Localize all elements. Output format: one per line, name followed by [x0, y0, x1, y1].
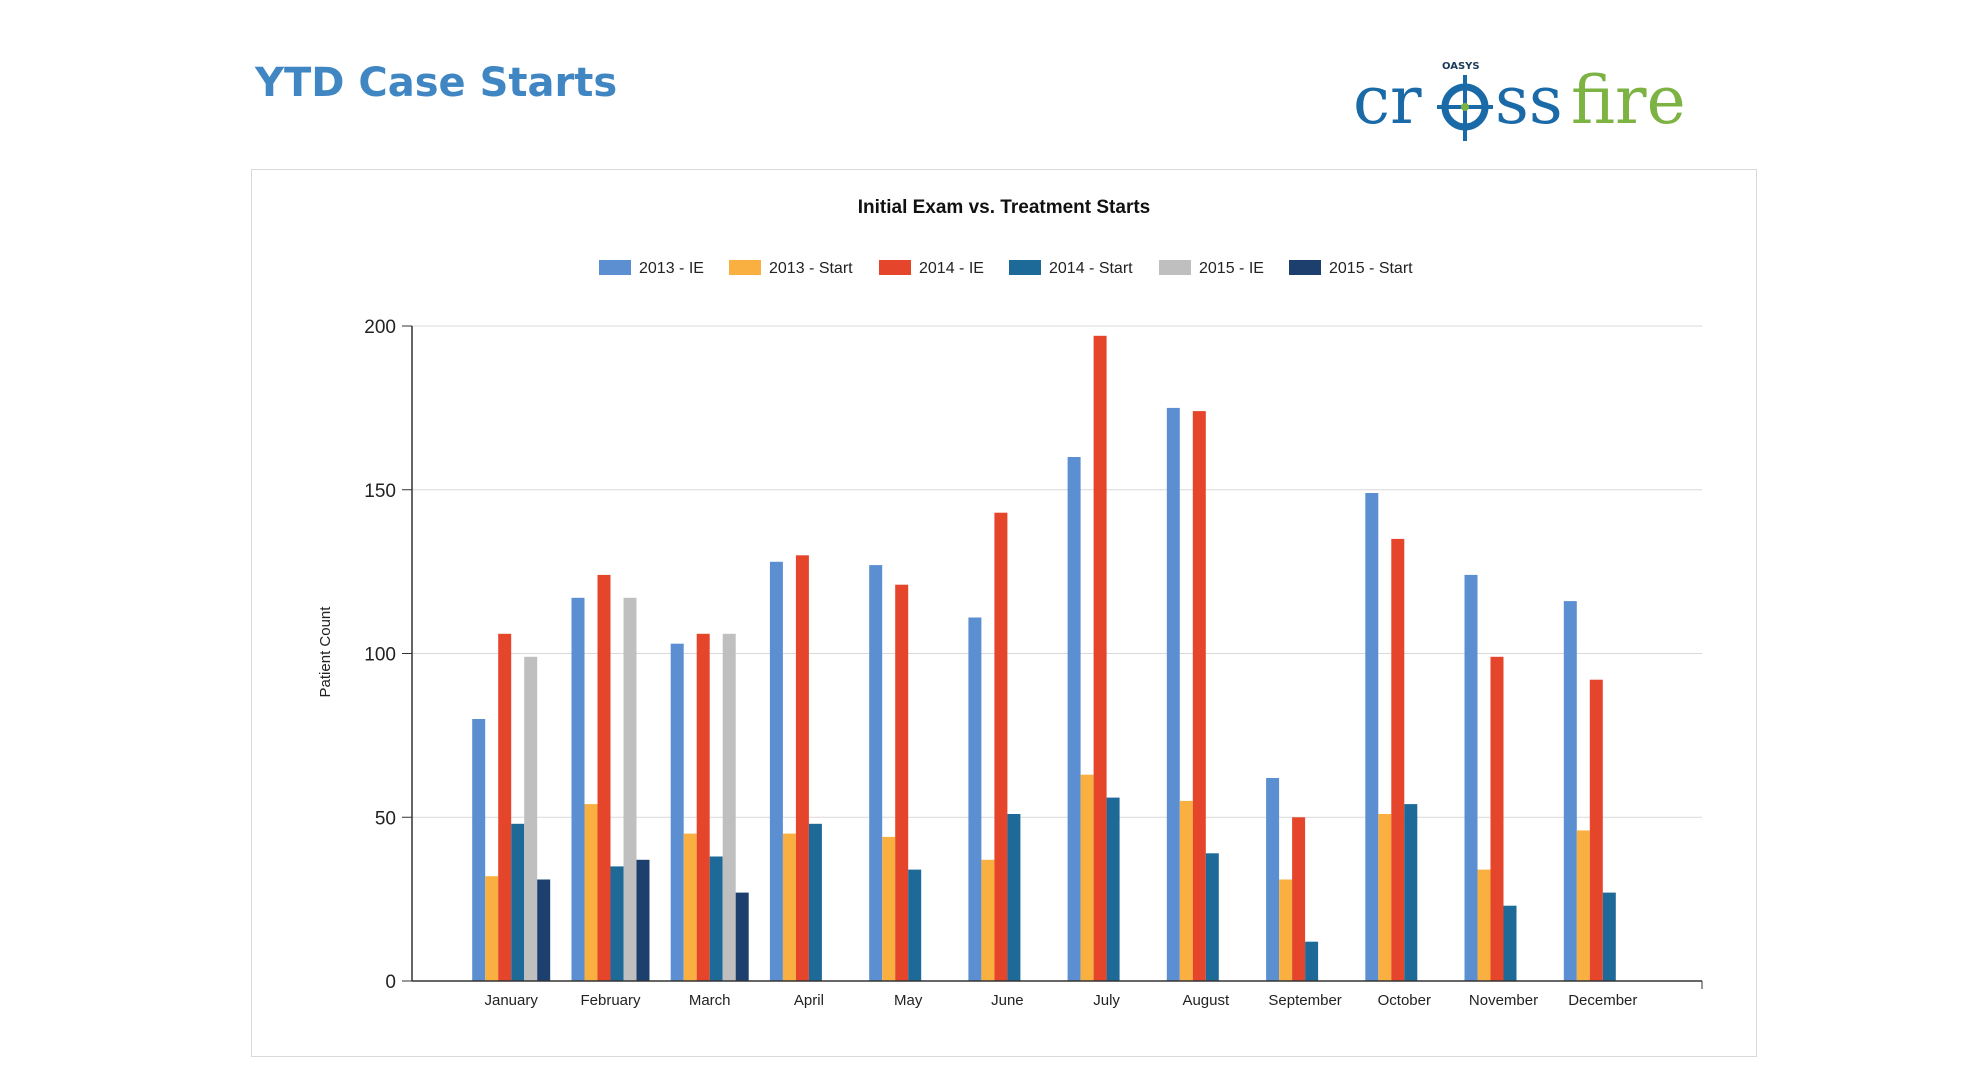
chart-container: Initial Exam vs. Treatment Starts Patien… [251, 169, 1757, 1057]
x-tick-label: November [1469, 992, 1538, 1009]
bar [769, 561, 783, 981]
bar [869, 565, 883, 981]
legend-swatch [729, 260, 761, 275]
bar [1477, 869, 1491, 981]
bar [1464, 574, 1478, 981]
bar [1563, 601, 1577, 981]
bar [571, 597, 585, 981]
bar [1404, 804, 1418, 981]
bar [537, 879, 551, 981]
bar [636, 859, 650, 981]
bar [1205, 853, 1219, 981]
x-tick-label: April [794, 992, 824, 1009]
bar [1166, 407, 1180, 981]
bar-chart: Initial Exam vs. Treatment Starts Patien… [317, 197, 1703, 1009]
bar [1192, 411, 1206, 982]
bar [670, 643, 684, 981]
x-tick-label: September [1268, 992, 1341, 1009]
legend-label: 2015 - Start [1329, 260, 1413, 277]
bar [808, 823, 822, 981]
bar [1292, 817, 1306, 982]
legend-label: 2015 - IE [1199, 260, 1264, 277]
bar [1067, 457, 1081, 981]
bar [709, 856, 723, 981]
bar [1305, 941, 1319, 981]
bar [795, 555, 809, 982]
bar [1490, 656, 1504, 981]
bar [1080, 774, 1094, 981]
x-tick-label: June [991, 992, 1024, 1009]
bar [1589, 679, 1603, 981]
chart-tick-labels: 0 50 100 150 200 January February March April May… [364, 317, 1637, 1009]
logo-text-right: fire [1571, 62, 1686, 139]
bar [1576, 830, 1590, 981]
bar [722, 633, 736, 981]
bar [968, 617, 982, 981]
bar [511, 823, 525, 981]
bar [472, 719, 486, 981]
bar [981, 859, 995, 981]
legend-swatch [599, 260, 631, 275]
y-tick-label: 100 [364, 645, 396, 666]
x-tick-label: July [1093, 992, 1120, 1009]
bar [1365, 493, 1379, 981]
legend-label: 2014 - IE [919, 260, 984, 277]
legend-label: 2013 - Start [769, 260, 853, 277]
bar [584, 804, 598, 981]
bar [1503, 905, 1517, 981]
bar [1266, 778, 1280, 981]
chart-title: Initial Exam vs. Treatment Starts [858, 197, 1151, 218]
x-tick-label: May [894, 992, 923, 1009]
x-tick-label: October [1378, 992, 1431, 1009]
bar [1279, 879, 1293, 981]
y-tick-label: 150 [364, 481, 396, 502]
bar [524, 656, 538, 981]
bar [485, 876, 499, 981]
legend-swatch [1289, 260, 1321, 275]
legend-swatch [1009, 260, 1041, 275]
logo-small-text: OASYS [1442, 61, 1480, 72]
crosshair-icon [1437, 75, 1493, 141]
x-tick-label: January [485, 992, 539, 1009]
bar [1179, 800, 1193, 981]
bar [498, 633, 512, 981]
bar [597, 574, 611, 981]
bar [1093, 335, 1107, 981]
y-tick-label: 50 [375, 808, 396, 829]
crossfire-logo: cr ss fire OASYS [1353, 61, 1686, 141]
x-tick-label: March [689, 992, 731, 1009]
page-title: YTD Case Starts [255, 60, 618, 106]
bar [882, 836, 896, 981]
logo-text-left: cr [1353, 62, 1422, 139]
bar [1378, 814, 1392, 981]
bar [782, 833, 796, 981]
bar [735, 892, 749, 981]
x-tick-label: August [1182, 992, 1230, 1009]
bar [1106, 797, 1120, 981]
y-axis-label: Patient Count [317, 606, 334, 698]
bar [683, 833, 697, 981]
chart-legend: 2013 - IE 2013 - Start 2014 - IE 2014 - Sta… [599, 260, 1413, 277]
bar [610, 866, 624, 981]
y-tick-label: 200 [364, 317, 396, 338]
bar [623, 597, 637, 981]
legend-swatch [1159, 260, 1191, 275]
bar [908, 869, 922, 981]
bar [1391, 538, 1405, 981]
chart-bars [472, 335, 1616, 982]
logo-text-mid: ss [1495, 62, 1563, 139]
legend-label: 2014 - Start [1049, 260, 1133, 277]
x-tick-label: December [1568, 992, 1637, 1009]
bar [696, 633, 710, 981]
y-tick-label: 0 [385, 972, 396, 993]
bar [895, 584, 909, 981]
legend-swatch [879, 260, 911, 275]
chart-axes [402, 325, 1703, 989]
bar [1007, 814, 1021, 981]
bar [1602, 892, 1616, 981]
legend-label: 2013 - IE [639, 260, 704, 277]
x-tick-label: February [580, 992, 641, 1009]
bar [994, 512, 1008, 981]
